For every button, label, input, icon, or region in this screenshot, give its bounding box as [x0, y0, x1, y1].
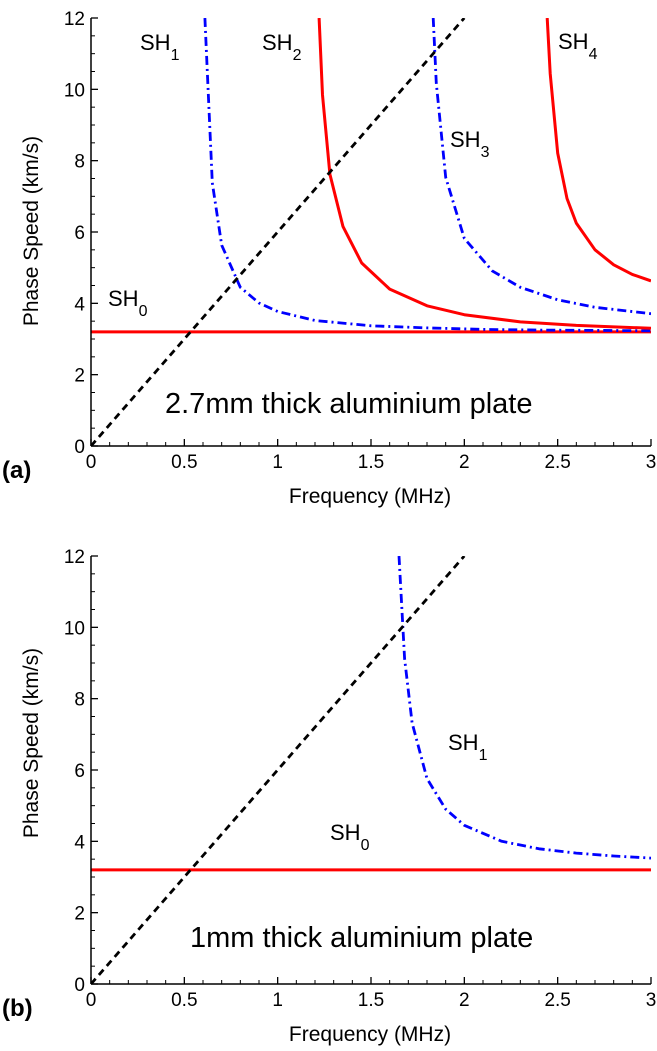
panel-letter: (a)	[2, 457, 31, 484]
x-tick-label: 2	[459, 452, 470, 473]
axes	[90, 18, 651, 447]
y-tick-label: 12	[64, 547, 85, 568]
y-tick-label: 8	[74, 690, 85, 711]
x-tick-label: 2.5	[544, 990, 570, 1011]
curve-label-sh1: SH1	[140, 30, 180, 64]
curve-label-sh0: SH0	[330, 820, 370, 854]
x-axis-label: Frequency (MHz)	[289, 1023, 451, 1046]
curve-label-sh2: SH2	[262, 30, 302, 64]
x-tick-label: 0.5	[171, 452, 197, 473]
plot-area	[91, 556, 651, 984]
y-tick-label: 10	[64, 618, 85, 639]
ticks: 0 0.5 1 1.5 2 2.5 3 0 2 4 6 8 10 12	[64, 9, 656, 473]
y-axis-label: Phase Speed (km/s)	[20, 648, 43, 838]
panel-b: 0 0.5 1 1.5 2 2.5 3 0 2 4 6 8 10 12 Frequency (MHz) P…	[2, 547, 656, 1046]
plate-annotation: 2.7mm thick aluminium plate	[165, 388, 532, 420]
series-line-reference	[91, 556, 466, 984]
x-tick-label: 1.5	[358, 990, 384, 1011]
x-tick-label: 0	[86, 452, 97, 473]
x-tick-label: 3	[646, 452, 657, 473]
series-line-sh1	[397, 556, 651, 860]
x-tick-label: 0	[86, 990, 97, 1011]
series-line-sh1	[203, 18, 651, 333]
x-tick-label: 3	[646, 990, 657, 1011]
x-axis-label: Frequency (MHz)	[289, 485, 451, 508]
series-line-sh2	[317, 18, 651, 330]
y-axis-label: Phase Speed (km/s)	[20, 136, 43, 326]
x-tick-label: 2	[459, 990, 470, 1011]
curve-label-sh1: SH1	[448, 730, 488, 764]
plate-annotation: 1mm thick aluminium plate	[190, 922, 533, 954]
x-tick-label: 2.5	[544, 452, 570, 473]
panel-a: 0 0.5 1 1.5 2 2.5 3 0 2 4 6 8 10 12 Frequency (MHz) P…	[2, 9, 656, 508]
panel-letter: (b)	[2, 995, 33, 1022]
y-tick-label: 0	[74, 975, 85, 996]
ticks: 0 0.5 1 1.5 2 2.5 3 0 2 4 6 8 10 12	[64, 547, 656, 1011]
series-line-reference	[91, 18, 466, 446]
plot-area	[91, 18, 651, 446]
y-tick-label: 6	[74, 223, 85, 244]
y-tick-label: 10	[64, 80, 85, 101]
x-tick-label: 0.5	[171, 990, 197, 1011]
y-tick-label: 8	[74, 152, 85, 173]
y-tick-label: 12	[64, 9, 85, 30]
y-tick-label: 0	[74, 437, 85, 458]
y-tick-label: 6	[74, 761, 85, 782]
axes	[90, 556, 651, 985]
y-tick-label: 4	[74, 832, 85, 853]
y-tick-label: 2	[74, 904, 85, 925]
y-tick-label: 4	[74, 294, 85, 315]
curve-label-sh0: SH0	[108, 286, 148, 320]
curve-label-sh3: SH3	[450, 127, 490, 161]
y-tick-label: 2	[74, 366, 85, 387]
x-tick-label: 1	[272, 452, 283, 473]
series-line-sh4	[545, 18, 651, 283]
series-line-sh3	[431, 18, 651, 316]
x-tick-label: 1	[272, 990, 283, 1011]
x-tick-label: 1.5	[358, 452, 384, 473]
curve-label-sh4: SH4	[558, 29, 598, 63]
